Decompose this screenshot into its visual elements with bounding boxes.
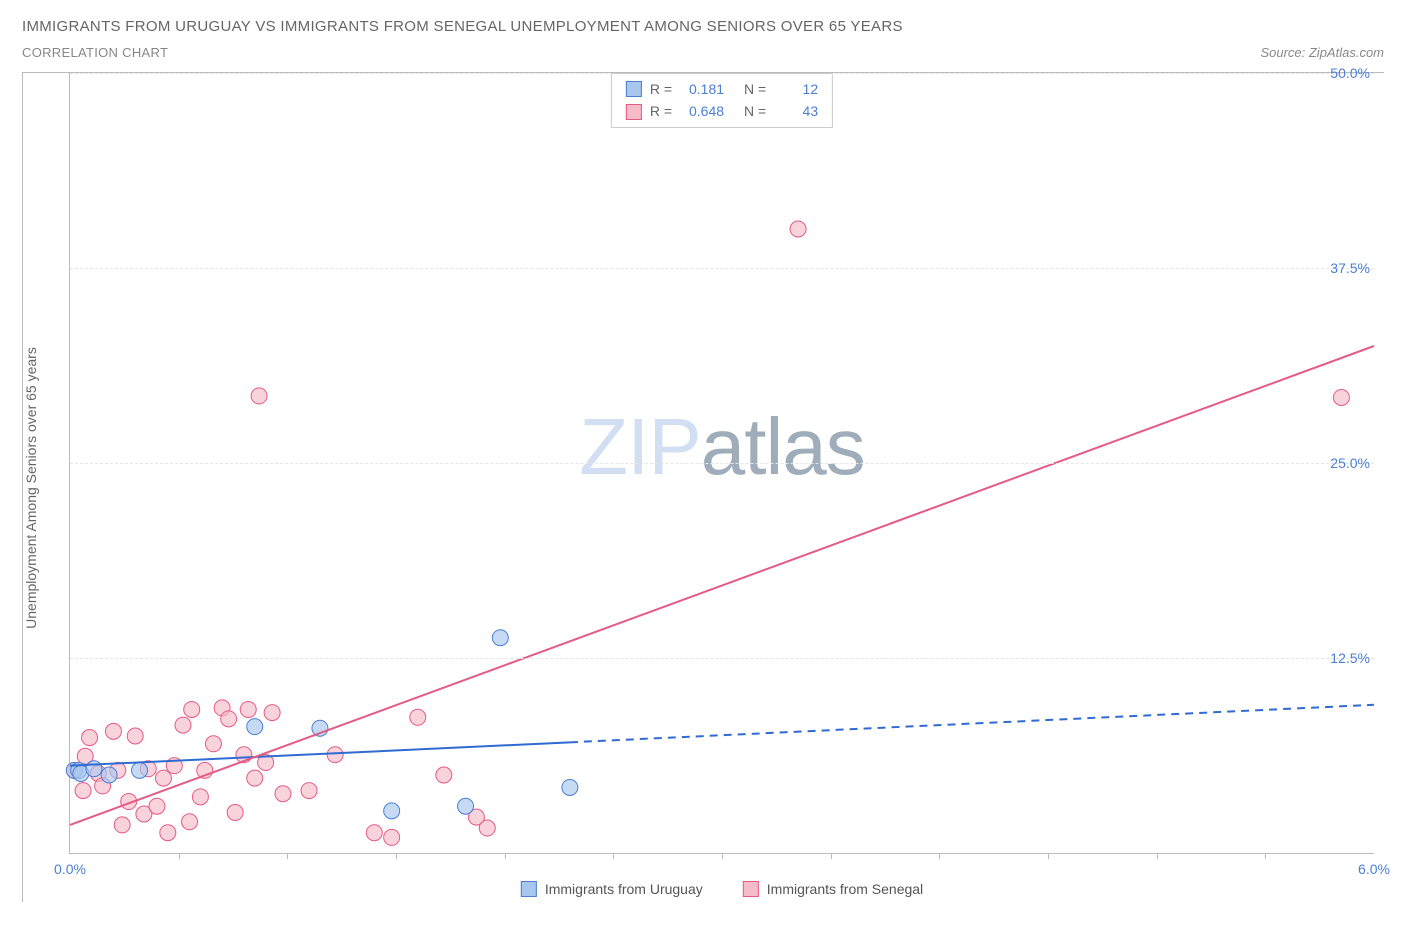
r-value-uruguay: 0.181 <box>680 78 724 100</box>
x-tick <box>722 853 723 859</box>
data-point <box>75 783 91 799</box>
data-point <box>458 798 474 814</box>
data-point <box>384 829 400 845</box>
data-point <box>301 783 317 799</box>
data-point <box>101 767 117 783</box>
x-tick-label-min: 0.0% <box>54 861 86 877</box>
data-point <box>221 711 237 727</box>
y-axis-label: Unemployment Among Seniors over 65 years <box>23 347 39 629</box>
data-point <box>562 779 578 795</box>
data-point <box>114 817 130 833</box>
n-label: N = <box>744 100 766 122</box>
data-point <box>240 701 256 717</box>
data-point <box>247 719 263 735</box>
trend-line-extrapolated <box>570 705 1374 743</box>
legend-label-uruguay: Immigrants from Uruguay <box>545 881 703 897</box>
data-point <box>205 736 221 752</box>
gridline <box>70 658 1374 659</box>
x-tick <box>613 853 614 859</box>
data-point <box>105 723 121 739</box>
subtitle-row: CORRELATION CHART Source: ZipAtlas.com <box>22 45 1384 60</box>
source-attribution: Source: ZipAtlas.com <box>1260 45 1384 60</box>
legend-row-senegal: R = 0.648 N = 43 <box>626 100 818 122</box>
gridline <box>70 268 1374 269</box>
x-tick <box>831 853 832 859</box>
data-point <box>327 747 343 763</box>
legend-item-senegal: Immigrants from Senegal <box>743 881 923 897</box>
data-point <box>182 814 198 830</box>
data-point <box>82 730 98 746</box>
y-tick-label: 12.5% <box>1330 650 1370 666</box>
swatch-uruguay <box>626 81 642 97</box>
swatch-senegal <box>626 104 642 120</box>
data-point <box>132 762 148 778</box>
data-point <box>410 709 426 725</box>
data-point <box>1333 389 1349 405</box>
data-point <box>247 770 263 786</box>
x-tick-label-max: 6.0% <box>1358 861 1390 877</box>
x-tick <box>1048 853 1049 859</box>
series-legend: Immigrants from Uruguay Immigrants from … <box>521 881 923 897</box>
trend-line <box>70 742 570 765</box>
n-value-uruguay: 12 <box>774 78 818 100</box>
legend-row-uruguay: R = 0.181 N = 12 <box>626 78 818 100</box>
data-point <box>155 770 171 786</box>
data-point <box>149 798 165 814</box>
x-tick <box>287 853 288 859</box>
r-label: R = <box>650 78 672 100</box>
data-point <box>227 804 243 820</box>
x-tick <box>396 853 397 859</box>
swatch-senegal-bottom <box>743 881 759 897</box>
y-tick-label: 37.5% <box>1330 260 1370 276</box>
x-tick <box>1265 853 1266 859</box>
x-tick <box>179 853 180 859</box>
trend-line <box>70 346 1374 825</box>
data-point <box>436 767 452 783</box>
gridline <box>70 463 1374 464</box>
r-value-senegal: 0.648 <box>680 100 724 122</box>
swatch-uruguay-bottom <box>521 881 537 897</box>
data-point <box>479 820 495 836</box>
x-tick <box>1157 853 1158 859</box>
n-value-senegal: 43 <box>774 100 818 122</box>
x-tick <box>939 853 940 859</box>
data-point <box>127 728 143 744</box>
r-label: R = <box>650 100 672 122</box>
data-point <box>160 825 176 841</box>
data-point <box>264 705 280 721</box>
data-point <box>175 717 191 733</box>
data-point <box>492 630 508 646</box>
data-point <box>366 825 382 841</box>
y-tick-label: 25.0% <box>1330 455 1370 471</box>
chart-subtitle: CORRELATION CHART <box>22 45 168 60</box>
y-tick-label: 50.0% <box>1330 65 1370 81</box>
data-point <box>86 761 102 777</box>
legend-item-uruguay: Immigrants from Uruguay <box>521 881 703 897</box>
data-point <box>790 221 806 237</box>
chart-header: IMMIGRANTS FROM URUGUAY VS IMMIGRANTS FR… <box>22 18 1384 60</box>
correlation-legend: R = 0.181 N = 12 R = 0.648 N = 43 <box>611 73 833 128</box>
data-point <box>184 701 200 717</box>
n-label: N = <box>744 78 766 100</box>
chart-title: IMMIGRANTS FROM URUGUAY VS IMMIGRANTS FR… <box>22 18 1384 35</box>
data-point <box>192 789 208 805</box>
data-point <box>275 786 291 802</box>
data-point <box>384 803 400 819</box>
legend-label-senegal: Immigrants from Senegal <box>767 881 923 897</box>
chart-container: Unemployment Among Seniors over 65 years… <box>22 72 1384 902</box>
plot-area: ZIPatlas R = 0.181 N = 12 R = 0.648 N = … <box>69 73 1374 854</box>
x-tick <box>505 853 506 859</box>
data-point <box>251 388 267 404</box>
